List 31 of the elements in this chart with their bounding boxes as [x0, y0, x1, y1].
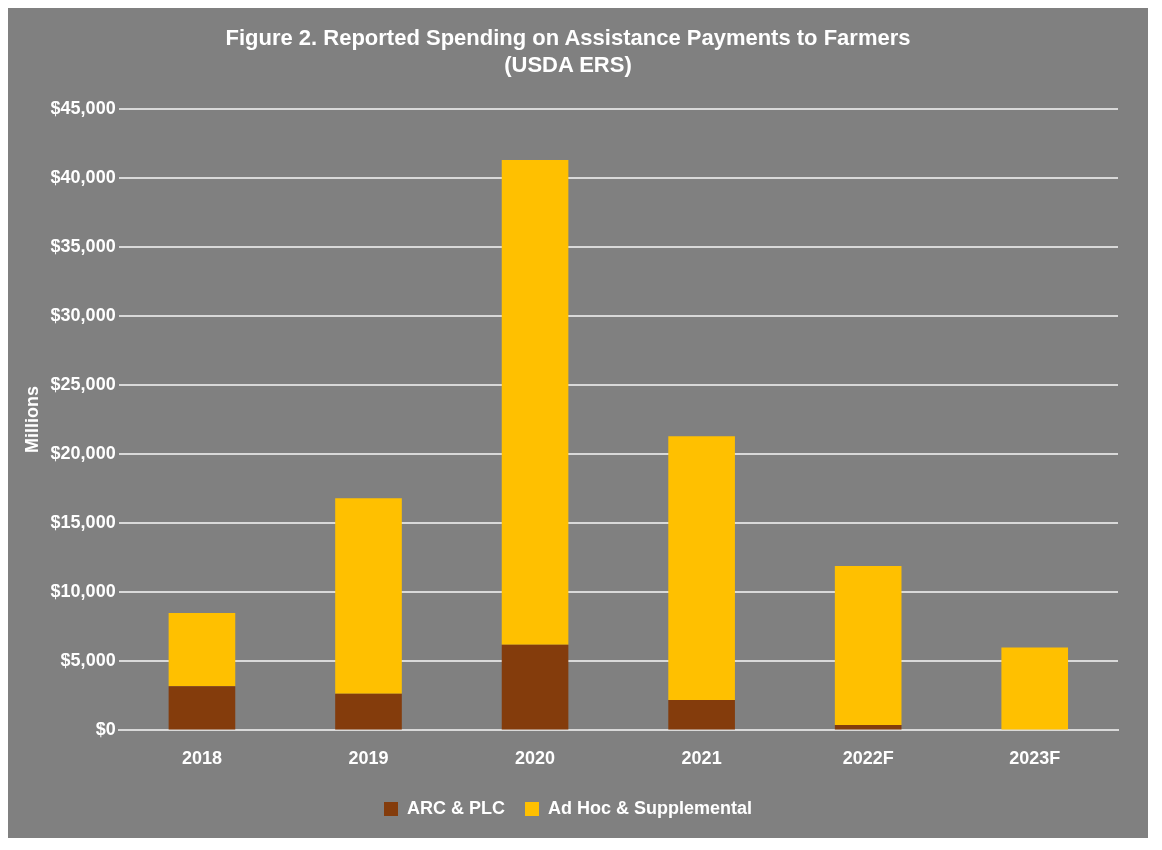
x-tick-label: 2018	[181, 748, 222, 769]
y-tick-label: $30,000	[50, 304, 116, 325]
bar	[168, 686, 236, 730]
text: Figure 2. Reported Spending on Assistance Payments to Farmers	[225, 25, 911, 51]
bar	[1001, 647, 1069, 730]
legend-label: Ad Hoc & Supplemental	[547, 797, 753, 818]
text: (USDA ERS)	[504, 51, 632, 77]
y-tick-label: $35,000	[50, 235, 116, 256]
y-tick-label: $20,000	[50, 443, 116, 464]
bar	[501, 644, 569, 730]
bar	[834, 566, 902, 725]
y-axis-title: Millions	[21, 386, 42, 454]
x-tick-label: 2021	[681, 748, 722, 769]
bar	[668, 436, 735, 701]
x-tick-label: 2019	[348, 748, 389, 769]
y-tick-label: $40,000	[50, 166, 116, 187]
x-tick-label: 2023F	[1009, 748, 1061, 769]
x-tick-label: 2020	[515, 748, 556, 769]
legend-label: ARC & PLC	[406, 797, 505, 818]
y-tick-label: $15,000	[50, 512, 116, 533]
y-tick-label: $25,000	[50, 374, 116, 395]
bar	[668, 700, 735, 730]
y-tick-label: $0	[95, 719, 116, 740]
y-tick-label: $45,000	[50, 97, 116, 118]
bar	[168, 612, 236, 687]
x-tick-label: 2022F	[842, 748, 894, 769]
bar	[335, 693, 402, 730]
y-tick-label: $10,000	[50, 581, 116, 602]
bar	[335, 498, 402, 694]
bar	[501, 159, 569, 645]
y-tick-label: $5,000	[60, 650, 116, 671]
